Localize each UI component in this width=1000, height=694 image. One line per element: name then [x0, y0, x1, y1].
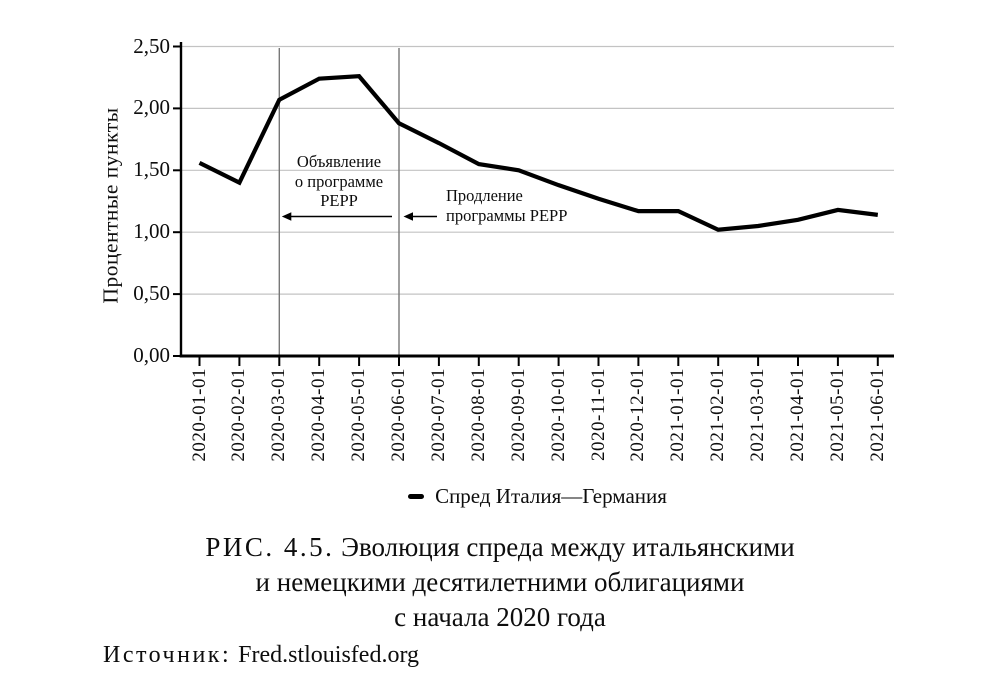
arrowhead-left-icon — [403, 212, 413, 221]
x-tick-label-text: 2020-07-01 — [427, 368, 449, 462]
caption-line-3: с начала 2020 года — [394, 602, 606, 632]
x-tick-label-text: 2021-06-01 — [866, 368, 888, 462]
source-note: Источник: Fred.stlouisfed.org — [103, 642, 419, 669]
x-tick-label-text: 2020-03-01 — [268, 368, 290, 462]
x-tick-label-text: 2020-10-01 — [547, 368, 569, 462]
source-label: Источник: — [103, 642, 232, 668]
legend: Спред Италия—Германия — [181, 484, 894, 509]
caption-text: Эволюция спреда между итальянскими — [341, 532, 795, 562]
x-tick-label-text: 2020-04-01 — [308, 368, 330, 462]
x-tick-label-text: 2021-04-01 — [787, 368, 808, 462]
x-tick-label-text: 2021-03-01 — [747, 368, 769, 462]
figure-number: РИС. 4.5. — [205, 532, 335, 562]
caption-line-1: РИС. 4.5. Эволюция спреда между итальянс… — [0, 530, 1000, 565]
x-tick-label-text: 2020-01-01 — [188, 368, 210, 462]
y-tick-label: 0,00 — [133, 343, 170, 367]
x-tick-label-text: 2020-11-01 — [587, 368, 609, 461]
arrowhead-left-icon — [281, 212, 292, 221]
x-tick-label-text: 2021-02-01 — [707, 368, 729, 462]
annotation-text-line: Объявление — [296, 152, 382, 171]
y-tick-label: 1,50 — [133, 157, 170, 182]
x-tick-label-text: 2020-06-01 — [388, 368, 409, 462]
x-tick-label-text: 2020-12-01 — [627, 368, 649, 462]
figure-caption: РИС. 4.5. Эволюция спреда между итальянс… — [0, 530, 1000, 635]
legend-line-marker — [408, 494, 425, 499]
y-tick-label: 1,00 — [133, 219, 170, 244]
annotation-text-line: о программе — [294, 171, 384, 191]
x-tick-label-text: 2020-08-01 — [467, 368, 489, 462]
x-tick-label-text: 2020-09-01 — [507, 368, 529, 462]
caption-line-2: и немецкими десятилетними облигациями — [255, 567, 745, 597]
pepp-extension-annotation: Продление программы PEPP — [446, 186, 567, 226]
spread-series-line — [198, 74, 879, 232]
x-tick-label-text: 2021-05-01 — [826, 368, 848, 462]
y-tick-label: 2,50 — [133, 33, 170, 58]
y-tick-label: 0,50 — [133, 281, 170, 306]
y-tick-label: 2,00 — [133, 95, 170, 120]
x-tick-label-text: 2020-02-01 — [228, 368, 250, 462]
annotation-text-line: Продление — [446, 186, 523, 205]
annotation-text-line: PEPP — [320, 191, 358, 210]
legend-label: Спред Италия—Германия — [435, 484, 667, 508]
annotation-text-line: программы PEPP — [446, 206, 568, 225]
pepp-announcement-annotation: Объявление о программе PEPP — [279, 152, 399, 211]
x-tick-label-text: 2020-05-01 — [348, 368, 370, 462]
source-value: Fred.stlouisfed.org — [238, 642, 420, 668]
spread-line-chart — [173, 42, 894, 366]
y-axis-title: Процентные пункты — [98, 107, 123, 304]
x-tick-label-text: 2021-01-01 — [667, 368, 689, 462]
